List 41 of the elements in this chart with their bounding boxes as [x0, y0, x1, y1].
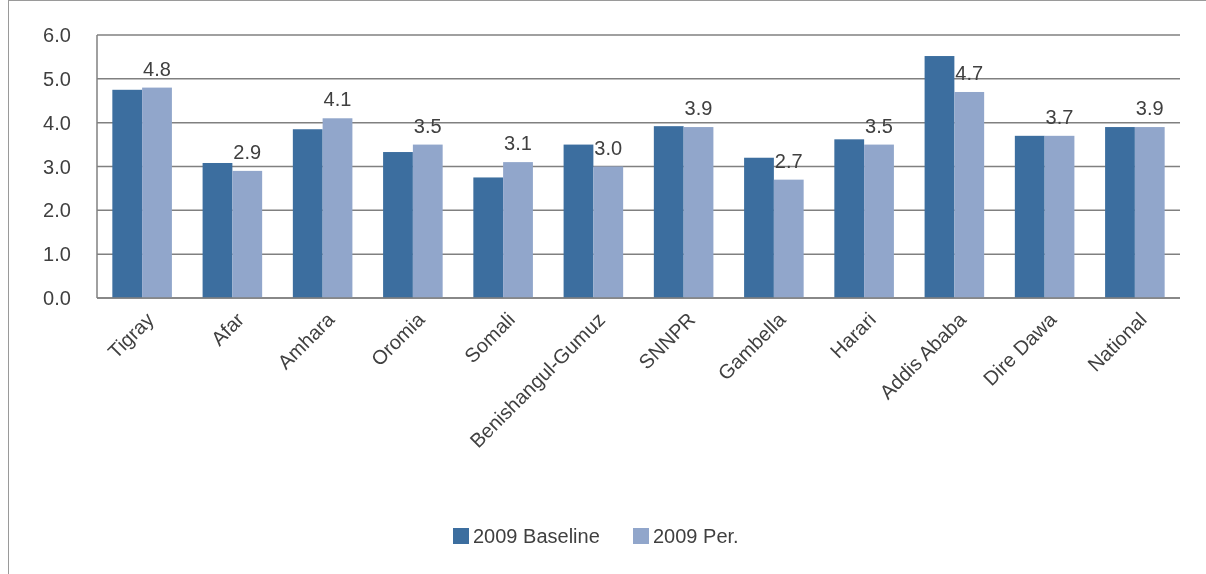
bar [954, 91, 985, 298]
bar [1105, 127, 1135, 298]
bar [142, 87, 172, 298]
bar [593, 166, 624, 298]
data-label: 3.0 [594, 136, 623, 159]
bar [924, 56, 955, 298]
data-label: 3.9 [1135, 97, 1164, 120]
bar [773, 179, 804, 298]
bar [1014, 135, 1045, 298]
bar [473, 177, 504, 298]
legend-label: 2009 Per. [653, 525, 739, 547]
bar [1044, 135, 1075, 298]
data-label: 3.1 [504, 132, 532, 155]
bar [503, 162, 533, 298]
x-tick-label: Afar [206, 307, 249, 350]
y-tick-label: 1.0 [43, 243, 71, 266]
y-tick-label: 6.0 [43, 24, 71, 46]
y-tick-label: 2.0 [43, 199, 71, 222]
bar [563, 144, 594, 298]
bar [292, 129, 323, 298]
data-label: 3.9 [684, 97, 713, 120]
bar [834, 139, 865, 298]
bar [683, 127, 714, 298]
bar [412, 144, 443, 298]
data-label: 4.1 [323, 88, 352, 111]
bar [383, 152, 413, 298]
bar [864, 144, 894, 298]
y-tick-label: 5.0 [43, 67, 71, 90]
y-tick-label: 4.0 [43, 111, 71, 134]
legend-label: 2009 Baseline [473, 525, 600, 547]
bar [112, 89, 143, 298]
data-label: 2.9 [233, 140, 262, 163]
bar [202, 162, 233, 298]
bar [232, 170, 263, 298]
y-tick-label: 0.0 [43, 287, 71, 309]
y-tick-label: 3.0 [43, 155, 71, 178]
bar [322, 118, 353, 298]
bar [1134, 127, 1165, 298]
data-label: 4.8 [143, 57, 171, 80]
bar [653, 126, 684, 298]
bar [744, 157, 774, 298]
